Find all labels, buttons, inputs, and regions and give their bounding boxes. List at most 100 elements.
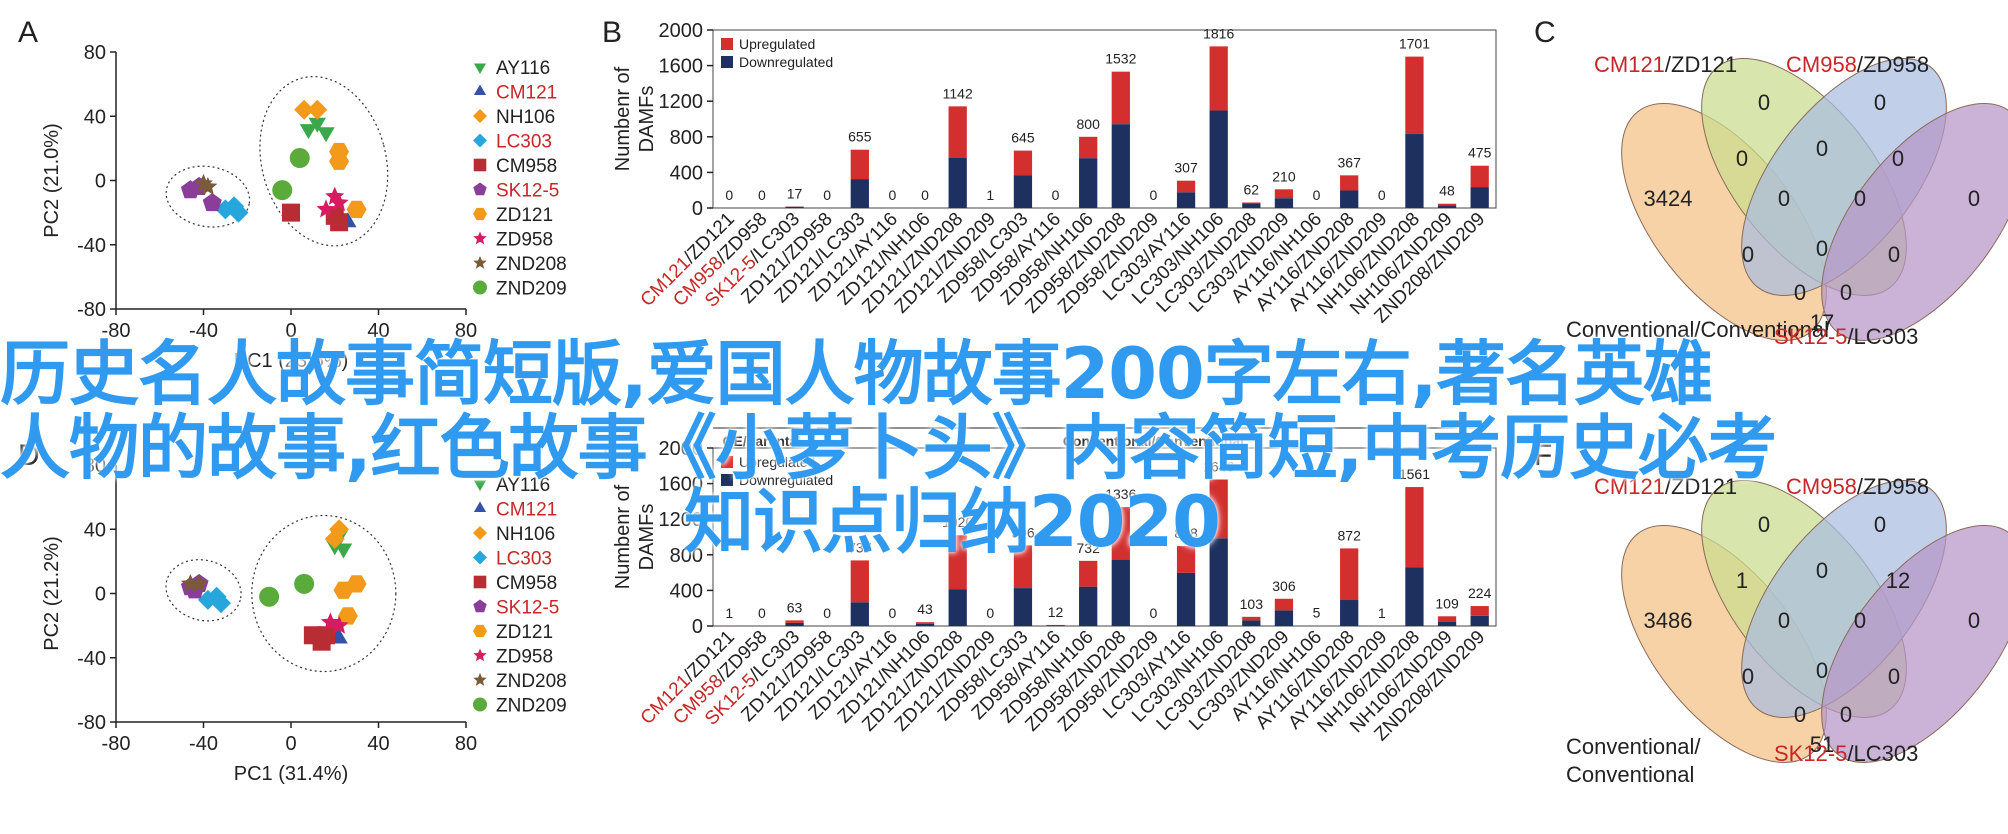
scatter-point <box>325 186 345 205</box>
venn-set-label-part: /LC303 <box>1847 324 1918 349</box>
legend-swatch-up <box>721 456 733 468</box>
y-tick-label: 80 <box>84 42 106 64</box>
y-tick-label: 1600 <box>659 474 704 496</box>
pca-plot-d: -80 -40 0 40 80 -80 -40 0 40 80 PC1 (31.4%) PC2 (21… <box>41 455 477 785</box>
bar-value-label: 0 <box>823 605 831 621</box>
bar-value-label: 1561 <box>1399 466 1430 482</box>
bar-upregulated <box>1079 136 1098 159</box>
bar-downregulated <box>948 589 967 626</box>
group-label: GE/parental <box>723 433 802 449</box>
scatter-point <box>289 148 310 169</box>
bar-value-label: 12 <box>1048 604 1064 620</box>
venn-region-value: 0 <box>1758 90 1770 115</box>
y-tick-label: 800 <box>670 127 703 149</box>
legend-marker <box>473 256 487 269</box>
venn-set-label: SK12-5/LC303 <box>1774 741 1918 766</box>
bar-value-label: 645 <box>1011 130 1035 146</box>
legend-marker <box>473 648 487 662</box>
x-tick-label: 80 <box>455 733 477 755</box>
bar-upregulated <box>1242 202 1261 204</box>
venn-region-value: 0 <box>1742 664 1754 689</box>
bar-value-label: 0 <box>889 187 897 203</box>
legend-marker <box>473 280 487 295</box>
group-label: Conventional/Conventional <box>1063 433 1244 449</box>
y-tick-label: 0 <box>692 616 703 638</box>
x-tick-label: -80 <box>102 733 131 755</box>
bar-downregulated <box>1176 572 1196 626</box>
cluster-ellipse <box>251 514 397 673</box>
y-tick-label: 1200 <box>659 91 704 113</box>
bar-downregulated <box>948 157 967 208</box>
bar-upregulated <box>1079 560 1098 587</box>
legend-label: ZD958 <box>496 230 553 251</box>
venn-region-value: 0 <box>1892 146 1904 171</box>
y-tick-label: 0 <box>95 584 106 606</box>
bar-value-label: 210 <box>1272 168 1296 184</box>
legend-label: CM958 <box>496 156 557 177</box>
bar-value-label: 1532 <box>1105 51 1136 67</box>
bar-upregulated <box>1013 545 1033 589</box>
legend-swatch-down <box>721 56 733 68</box>
bar-downregulated <box>915 623 935 626</box>
legend-label: ZND208 <box>496 671 567 692</box>
legend-d: AY116 CM121 NH106 LC303 CM958 SK12-5 ZD121 ZD95… <box>473 475 567 717</box>
bar-value-label: 0 <box>1150 187 1158 203</box>
venn-set-label-part: SK12-5 <box>1774 741 1847 766</box>
y-tick-label: 2000 <box>659 20 704 42</box>
bar-downregulated <box>1079 586 1098 626</box>
legend-label: Downregulated <box>739 54 833 70</box>
venn-region-value: 0 <box>1874 512 1886 537</box>
bar-downregulated <box>1437 205 1457 208</box>
bar-upregulated <box>850 560 869 603</box>
bar-downregulated <box>1209 538 1228 626</box>
bar-downregulated <box>1340 600 1359 626</box>
legend-marker <box>473 84 487 95</box>
bar-value-label: 224 <box>1468 585 1492 601</box>
legend-marker <box>473 673 487 686</box>
bar-value-label: 43 <box>917 601 933 617</box>
bar-value-label: 732 <box>1077 540 1101 556</box>
legend-label: ZD958 <box>496 647 553 668</box>
venn-set-label-part: CM121 <box>1594 474 1665 499</box>
legend-marker <box>473 182 487 196</box>
bar-upregulated <box>1405 487 1424 568</box>
bar-value-label: 872 <box>1338 527 1362 543</box>
legend-label: ZND209 <box>496 279 567 300</box>
bar-value-label: 1701 <box>1399 36 1430 52</box>
legend-swatch-up <box>721 38 733 50</box>
bar-value-label: 1 <box>986 187 994 203</box>
venn-set-label-part: CM121 <box>1594 52 1665 77</box>
bar-value-label: 48 <box>1439 183 1455 199</box>
venn-region-value: 1 <box>1736 568 1748 593</box>
bar-value-label: 906 <box>1011 524 1035 540</box>
bar-value-label: 307 <box>1174 160 1198 176</box>
scatter-point <box>337 607 358 625</box>
panel-letter-e: E <box>602 439 622 472</box>
scatter-point <box>308 117 326 133</box>
venn-region-value: 0 <box>1816 658 1828 683</box>
venn-region-value: 3486 <box>1644 608 1693 633</box>
bar-upregulated <box>1437 203 1457 206</box>
bar-downregulated <box>1405 567 1424 626</box>
venn-set-label-part: /ZD121 <box>1665 474 1737 499</box>
scatter-point <box>294 99 315 120</box>
panel-letter-b: B <box>602 16 622 49</box>
bar-downregulated <box>1405 134 1424 208</box>
y-tick-label: -80 <box>77 712 106 734</box>
venn-set-label-part: Conventional <box>1566 762 1694 787</box>
bar-upregulated <box>1340 548 1359 601</box>
bar-upregulated <box>1046 624 1065 626</box>
legend-label: NH106 <box>496 524 555 545</box>
x-tick-label: -40 <box>189 320 218 342</box>
bar-value-label: 0 <box>725 187 733 203</box>
scatter-point <box>228 202 249 223</box>
bar-downregulated <box>1013 588 1033 626</box>
legend-label: CM121 <box>496 83 557 104</box>
y-tick-label: 40 <box>84 519 106 541</box>
bar-value-label: 800 <box>1077 116 1101 132</box>
bar-downregulated <box>850 602 869 626</box>
y-axis-label: PC2 (21.0%) <box>41 123 63 238</box>
bar-value-label: 1336 <box>1105 486 1136 502</box>
